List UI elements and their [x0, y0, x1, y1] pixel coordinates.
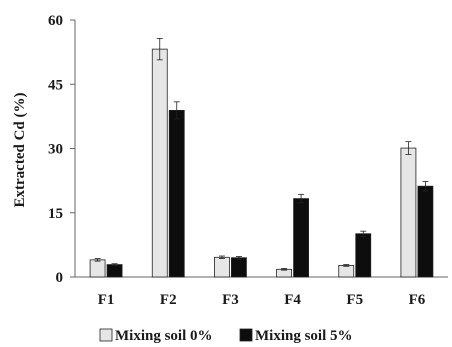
- legend: Mixing soil 0% Mixing soil 5%: [99, 328, 353, 344]
- bar-f3-series-1: [214, 256, 230, 278]
- x-tick-label: F2: [160, 292, 177, 308]
- y-tick-label: 15: [48, 206, 63, 222]
- bar-f6-series-1: [400, 147, 417, 278]
- y-axis-ticks: 0 15 30 45 60: [48, 13, 75, 286]
- x-tick-label: F3: [222, 292, 239, 308]
- x-tick-label: F4: [284, 292, 301, 308]
- x-tick-label: F1: [98, 292, 115, 308]
- legend-swatch: [99, 328, 113, 342]
- x-tick-label: F6: [409, 292, 426, 308]
- bar-f6-series-2: [417, 185, 434, 278]
- y-axis-title: Extracted Cd (%): [12, 93, 28, 208]
- bar-f2-series-2: [168, 109, 185, 278]
- bar-f3-series-2: [231, 257, 247, 278]
- legend-label: Mixing soil 0%: [115, 328, 213, 344]
- bar-f5-series-2: [355, 233, 372, 278]
- legend-swatch: [239, 328, 253, 342]
- y-tick-label: 60: [48, 13, 63, 29]
- legend-label: Mixing soil 5%: [255, 328, 353, 344]
- bar-f4-series-2: [293, 198, 309, 278]
- x-tick-label: F5: [346, 292, 363, 308]
- y-tick-label: 0: [56, 270, 64, 286]
- y-tick-label: 45: [48, 77, 63, 93]
- bars: [89, 38, 434, 278]
- bar-f1-series-2: [106, 264, 123, 278]
- x-axis-labels: F1 F2 F3 F4 F5 F6: [98, 292, 426, 308]
- bar-f5-series-1: [338, 265, 355, 278]
- bar-f1-series-1: [89, 259, 106, 278]
- bar-f2-series-1: [151, 48, 168, 278]
- y-tick-label: 30: [48, 142, 63, 158]
